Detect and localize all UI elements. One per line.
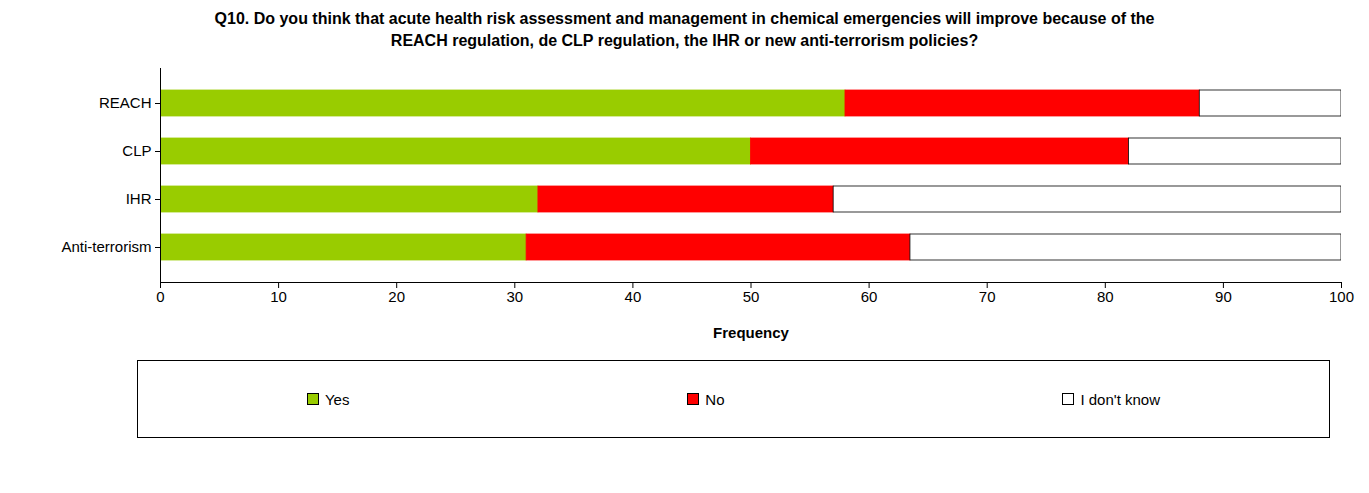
svg-text:70: 70: [979, 288, 996, 305]
html-text:Q10. Do you think that acute h: Q10. Do you think that acute health risk…: [214, 10, 1155, 49]
svg-text:REACH: REACH: [99, 94, 152, 111]
svg-text:CLP: CLP: [122, 142, 151, 159]
html-text:Yes: Yes: [325, 390, 350, 408]
svg-text:30: 30: [506, 288, 523, 305]
svg-text:80: 80: [1097, 288, 1114, 305]
svg-text:20: 20: [388, 288, 405, 305]
svg-text:10: 10: [270, 288, 287, 305]
svg-text:60: 60: [861, 288, 878, 305]
html-text:No: No: [705, 390, 725, 408]
svg-text:0: 0: [156, 288, 164, 305]
svg-text:90: 90: [1215, 288, 1232, 305]
svg-text:Anti-terrorism: Anti-terrorism: [61, 238, 151, 255]
svg-text:IHR: IHR: [126, 190, 152, 207]
html-text:I don't know: I don't know: [1080, 390, 1160, 408]
svg-text:50: 50: [743, 288, 760, 305]
svg-text:40: 40: [625, 288, 642, 305]
svg-text:100: 100: [1329, 288, 1354, 305]
svg-text:Frequency: Frequency: [713, 324, 790, 341]
